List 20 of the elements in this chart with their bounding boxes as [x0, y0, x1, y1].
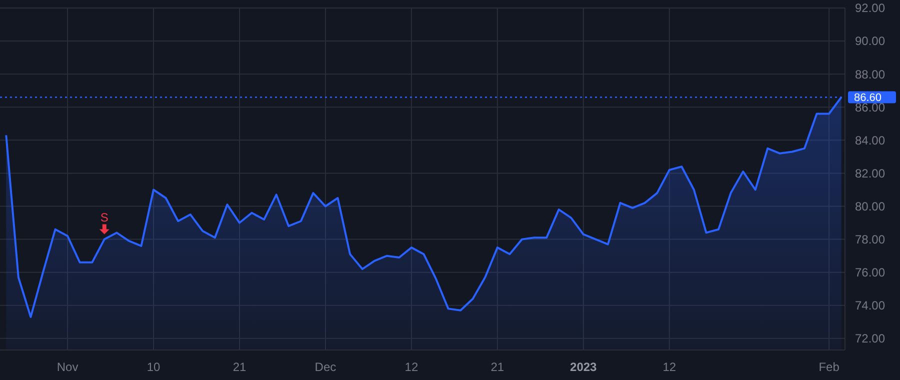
y-tick-label: 72.00: [855, 332, 886, 346]
x-tick-label: 12: [404, 360, 418, 374]
y-tick-label: 84.00: [855, 133, 886, 148]
x-tick-label: 12: [662, 360, 676, 374]
y-tick-label: 92.00: [855, 1, 886, 16]
x-tick-label: Nov: [56, 360, 78, 374]
y-tick-label: 80.00: [855, 199, 886, 214]
annotation: S: [100, 210, 108, 224]
x-tick-label: 10: [146, 360, 161, 374]
y-tick-label: 76.00: [855, 266, 886, 280]
y-tick-label: 90.00: [855, 34, 886, 48]
y-tick-label: 82.00: [855, 166, 886, 180]
x-tick-label: 2023: [570, 360, 598, 374]
x-tick-label: 21: [232, 360, 246, 374]
x-tick-label: Dec: [314, 360, 336, 374]
y-tick-label: 78.00: [855, 232, 886, 247]
x-tick-label: Feb: [818, 360, 840, 374]
x-tick-label: 21: [490, 360, 504, 374]
y-tick-label: 74.00: [855, 298, 886, 313]
y-tick-label: 88.00: [855, 67, 886, 82]
